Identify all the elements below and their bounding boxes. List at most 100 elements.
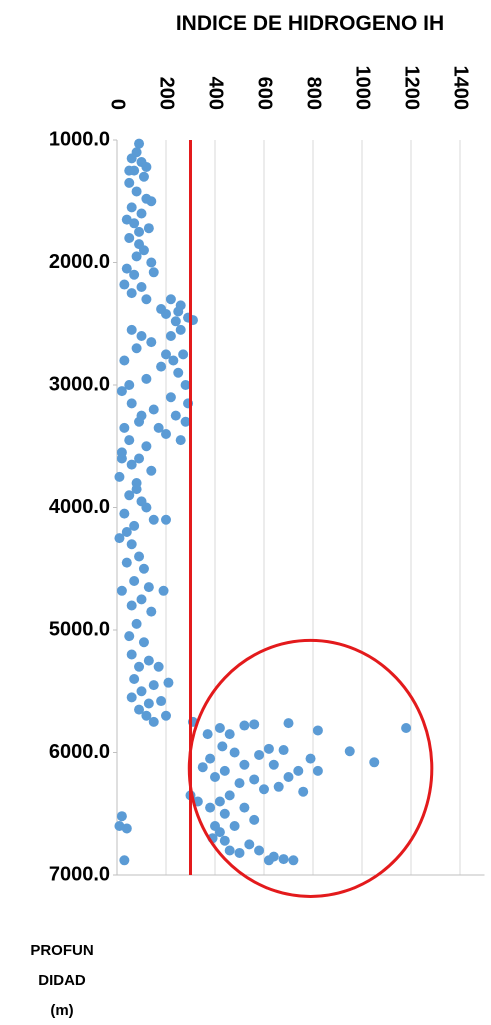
point <box>116 386 127 397</box>
point <box>165 331 176 341</box>
point <box>234 778 245 789</box>
point <box>124 435 135 446</box>
point <box>170 316 181 327</box>
point <box>136 331 147 341</box>
point <box>129 674 140 684</box>
point <box>205 753 216 764</box>
point <box>197 762 208 773</box>
point <box>136 208 147 219</box>
point <box>126 202 137 213</box>
point <box>158 585 169 596</box>
point <box>119 422 130 433</box>
point <box>124 177 135 188</box>
point <box>143 223 154 234</box>
point <box>249 774 260 785</box>
point <box>136 686 147 697</box>
point <box>114 821 125 831</box>
point <box>121 214 132 225</box>
point <box>143 698 154 709</box>
point <box>214 796 225 807</box>
point <box>126 649 137 660</box>
point <box>141 294 152 305</box>
highlight-circle <box>187 638 434 898</box>
point <box>273 781 284 792</box>
point <box>126 398 137 409</box>
point <box>173 367 184 378</box>
point <box>175 435 186 446</box>
point <box>312 765 323 776</box>
point <box>161 514 171 525</box>
point <box>126 288 137 299</box>
point <box>138 637 149 648</box>
point <box>126 539 137 550</box>
point <box>121 263 132 274</box>
point <box>205 802 216 813</box>
point <box>239 759 250 770</box>
point <box>173 306 184 317</box>
point <box>210 772 220 782</box>
point <box>283 718 294 729</box>
point <box>148 514 159 525</box>
point <box>136 410 147 421</box>
point <box>119 508 130 519</box>
point <box>288 855 299 866</box>
chart-title: INDICE DE HIDROGENO IH <box>176 12 444 35</box>
point <box>141 710 152 721</box>
point <box>219 765 230 776</box>
point <box>180 380 191 390</box>
point <box>146 196 157 207</box>
point <box>124 490 135 501</box>
point <box>219 808 230 819</box>
point <box>124 233 135 243</box>
point <box>217 741 228 752</box>
point <box>129 520 140 531</box>
point <box>121 527 132 537</box>
point <box>134 551 145 562</box>
point <box>249 814 260 825</box>
point <box>114 533 125 544</box>
point <box>143 582 154 593</box>
point <box>131 186 142 197</box>
point <box>148 680 159 691</box>
y-axis-label: (m) <box>50 1002 73 1019</box>
point <box>229 821 240 831</box>
point <box>401 723 412 733</box>
point <box>138 563 149 574</box>
point <box>124 380 135 390</box>
point <box>126 600 137 611</box>
point <box>141 373 152 384</box>
point <box>278 745 289 756</box>
point <box>224 845 235 856</box>
point <box>214 723 225 733</box>
point <box>161 429 171 439</box>
x-tick-label: 400 <box>205 77 227 110</box>
point <box>224 790 235 801</box>
x-tick-label: 200 <box>156 77 178 110</box>
point <box>263 743 274 754</box>
point <box>126 692 137 703</box>
point <box>156 696 167 707</box>
point <box>283 772 294 782</box>
point <box>163 677 174 688</box>
point <box>131 251 142 262</box>
y-tick-label: 5000.0 <box>49 618 110 640</box>
point <box>148 404 159 415</box>
point <box>156 361 167 372</box>
point <box>146 465 157 476</box>
point <box>121 557 132 568</box>
point <box>143 655 154 666</box>
point <box>134 704 145 715</box>
point <box>124 631 135 642</box>
point <box>114 471 125 482</box>
point <box>126 153 137 164</box>
point <box>161 710 171 721</box>
point <box>148 716 159 727</box>
point <box>131 618 142 629</box>
point <box>344 746 355 757</box>
point <box>124 165 135 176</box>
point <box>278 854 289 865</box>
y-tick-label: 3000.0 <box>49 373 110 395</box>
point <box>138 245 149 256</box>
point <box>254 749 265 760</box>
